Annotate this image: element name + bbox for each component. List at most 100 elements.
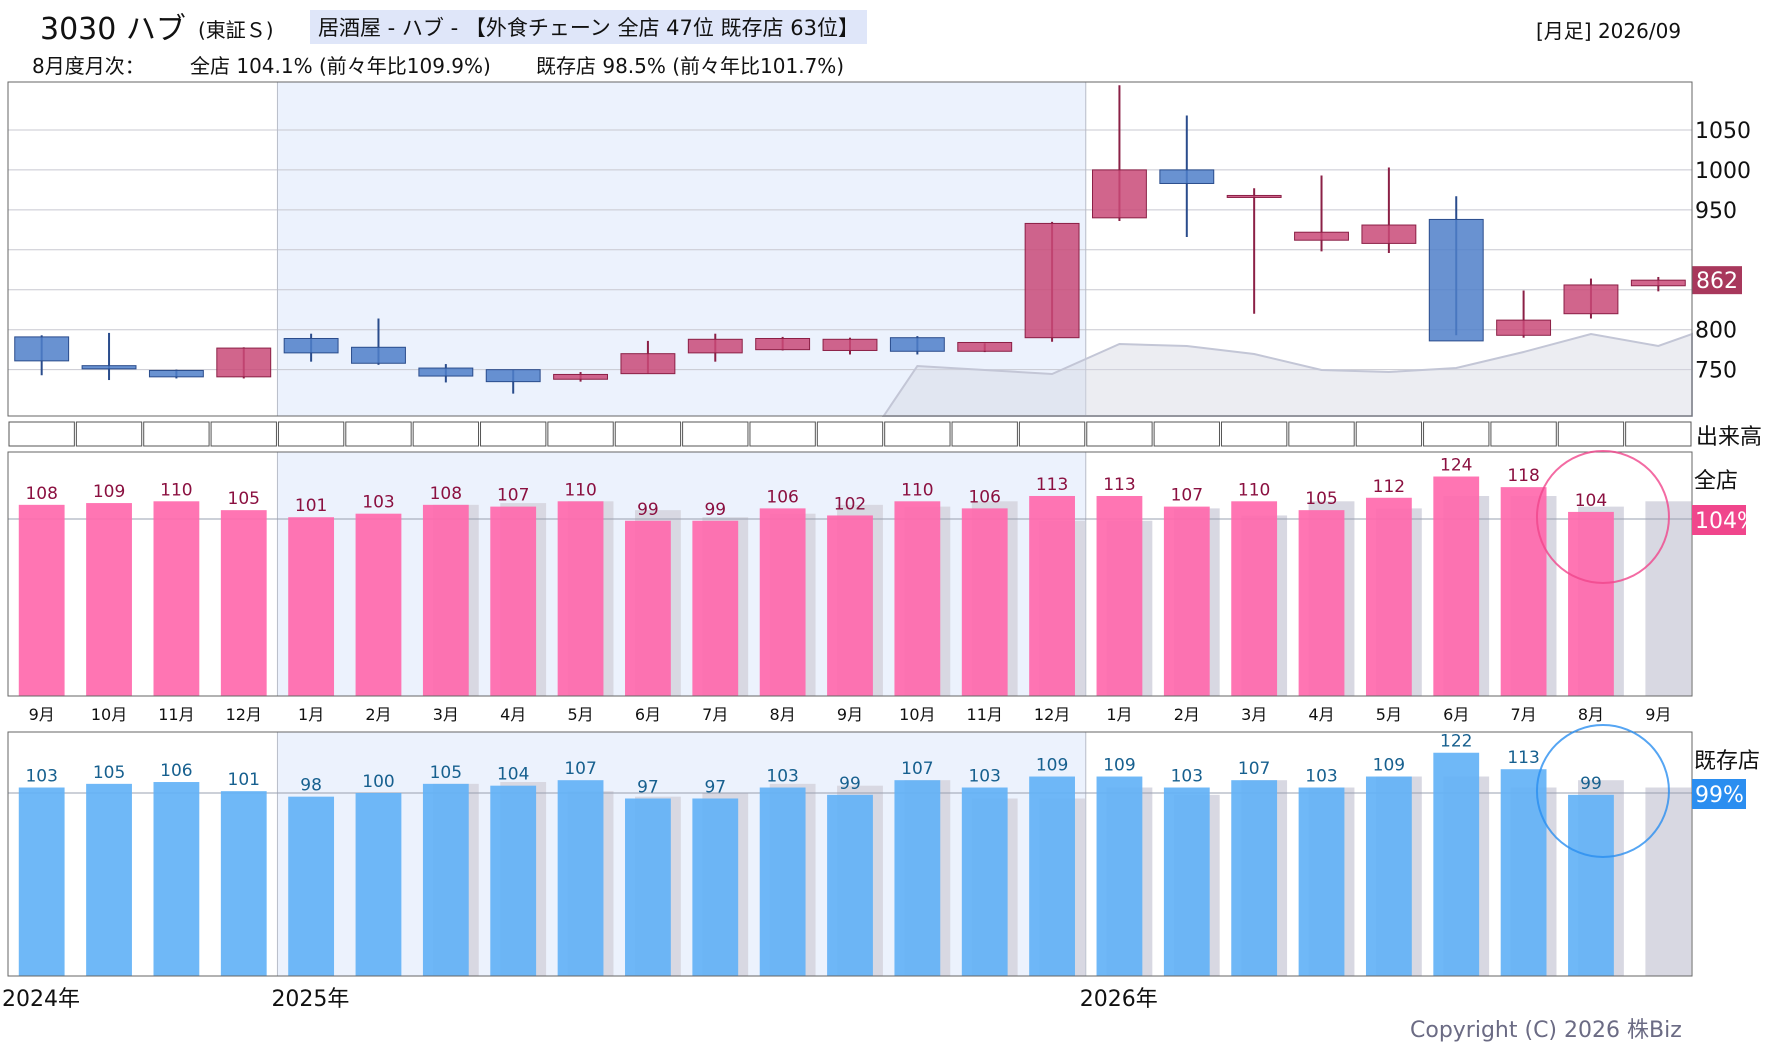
month-label: 10月 [91, 705, 127, 724]
volume-cell [951, 421, 1018, 447]
highlight-circle [1535, 450, 1670, 584]
data-label: 98 [300, 776, 322, 796]
highlight-band [277, 732, 1086, 976]
data-label: 103 [362, 493, 394, 513]
month-label: 4月 [1308, 705, 1334, 724]
data-bar [759, 787, 806, 976]
month-label: 2月 [1174, 705, 1200, 724]
panel-frame [7, 731, 1693, 977]
candle-body [1563, 284, 1619, 315]
data-label: 109 [93, 482, 125, 502]
data-label: 103 [1305, 767, 1337, 787]
data-label: 105 [430, 763, 462, 783]
candle-body [148, 369, 204, 378]
data-bar [1365, 497, 1412, 696]
candle-body [1428, 218, 1484, 342]
market-label: (東証Ｓ) [198, 18, 274, 42]
data-bar [1096, 495, 1143, 696]
volume-cell [682, 421, 749, 447]
highlight-band [277, 452, 1086, 696]
volume-label: 出来高 [1696, 425, 1762, 450]
month-label: 6月 [1443, 705, 1469, 724]
data-bar [1231, 501, 1278, 696]
data-label: 97 [704, 777, 726, 797]
data-label: 106 [160, 761, 192, 781]
year-label: 2026年 [1080, 987, 1158, 1012]
y-tick-label: 800 [1695, 319, 1737, 344]
volume-cell [884, 421, 951, 447]
rate-badge [1692, 505, 1746, 535]
existing-stores-summary: 既存店 98.5% (前々年比101.7%) [536, 54, 845, 78]
month-label: 2月 [365, 705, 391, 724]
period-label: [月足] 2026/09 [1536, 19, 1682, 43]
candle-body [1496, 319, 1552, 336]
data-bar [1568, 794, 1614, 976]
highlight-band [277, 82, 1086, 416]
candle-body [957, 341, 1013, 352]
data-label: 97 [637, 777, 659, 797]
data-bar [692, 520, 739, 696]
month-label: 9月 [837, 705, 863, 724]
data-label: 110 [160, 480, 192, 500]
data-bar [153, 782, 200, 976]
data-bar [355, 513, 402, 696]
month-label: 8月 [1578, 705, 1604, 724]
candle-body [351, 346, 406, 364]
data-label: 109 [1103, 756, 1135, 776]
rate-badge-label: 99% [1695, 783, 1744, 808]
highlight-circle [1535, 724, 1670, 858]
candle-body [1361, 224, 1417, 244]
data-label: 112 [1373, 477, 1405, 497]
copyright: Copyright (C) 2026 株Biz [1410, 1018, 1682, 1043]
volume-cell [8, 421, 75, 447]
data-bar [490, 785, 537, 976]
data-bar [1568, 511, 1614, 696]
data-label: 103 [1171, 767, 1203, 787]
data-label: 104 [1575, 491, 1607, 511]
data-label: 103 [766, 767, 798, 787]
data-label: 102 [834, 494, 866, 514]
data-label: 99 [839, 774, 861, 794]
data-bar [1029, 495, 1075, 696]
month-label: 8月 [770, 705, 796, 724]
data-bar [1029, 776, 1075, 976]
candle-body [81, 365, 137, 370]
y-tick-label: 1000 [1695, 159, 1751, 184]
candle-body [889, 337, 945, 352]
month-label: 5月 [1376, 705, 1402, 724]
data-label: 108 [430, 484, 462, 504]
data-label: 108 [25, 484, 57, 504]
y-tick-label: 1050 [1695, 119, 1751, 144]
candle-body [620, 353, 676, 375]
data-label: 103 [25, 767, 57, 787]
data-label: 100 [362, 772, 394, 792]
month-label: 3月 [433, 705, 459, 724]
candle-body [485, 369, 541, 383]
month-label: 1月 [298, 705, 324, 724]
data-label: 113 [1103, 475, 1135, 495]
month-label: 11月 [158, 705, 194, 724]
volume-cell [75, 421, 143, 447]
volume-cell [1288, 421, 1355, 447]
candle-body [1630, 279, 1686, 287]
volume-cell [1423, 421, 1490, 447]
candle-body [1024, 222, 1080, 339]
data-label: 118 [1507, 466, 1539, 486]
data-label: 107 [1238, 759, 1270, 779]
candle-body [283, 337, 339, 354]
volume-cell [143, 421, 210, 447]
data-label: 101 [228, 770, 260, 790]
rate-badge [1692, 779, 1746, 809]
data-bar [827, 515, 873, 696]
month-label: 5月 [567, 705, 593, 724]
data-bar [1433, 752, 1480, 976]
data-label: 107 [497, 486, 529, 506]
data-bar [1163, 787, 1210, 976]
data-bar [827, 794, 873, 976]
data-label: 105 [1305, 489, 1337, 509]
data-bar [1298, 510, 1345, 696]
data-label: 122 [1440, 732, 1472, 752]
data-label: 99 [637, 500, 659, 520]
data-bar [692, 798, 739, 976]
month-label: 9月 [1645, 705, 1671, 724]
